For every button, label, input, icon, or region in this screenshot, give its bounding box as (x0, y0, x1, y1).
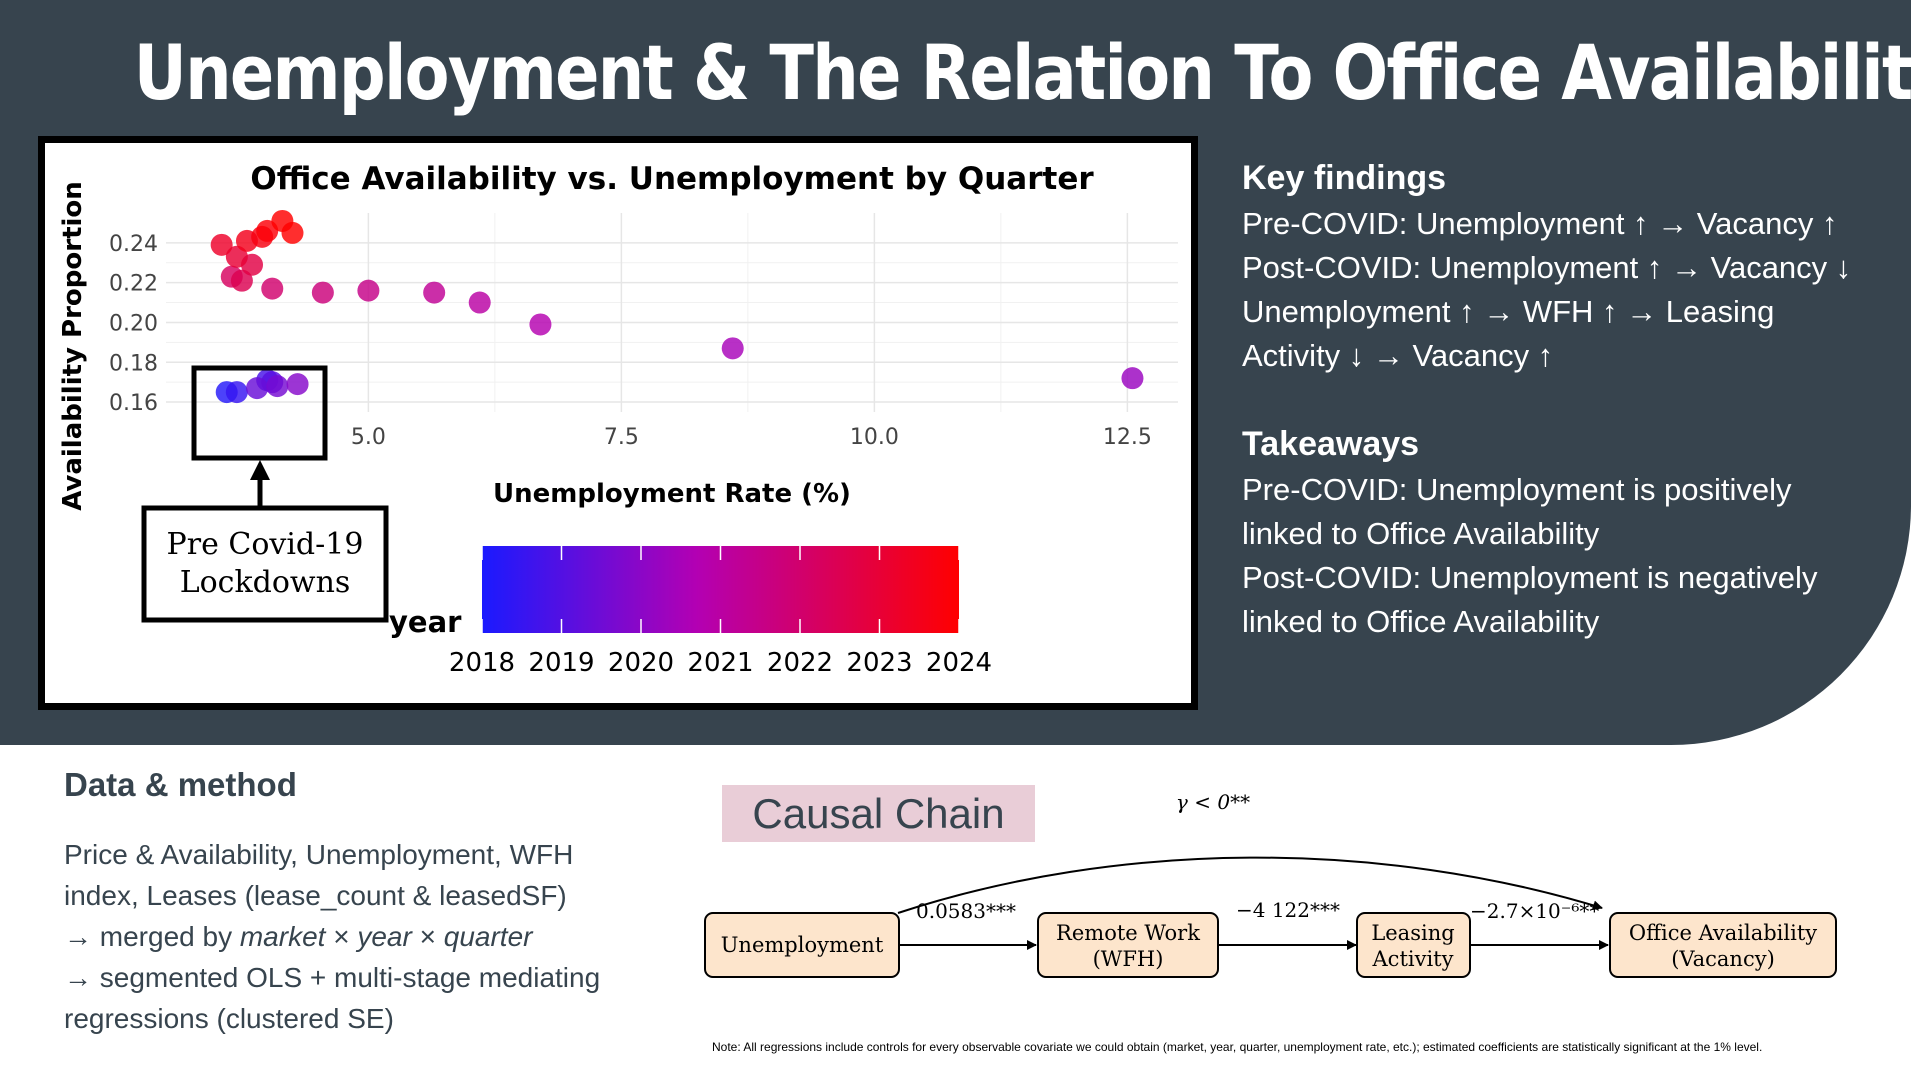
colorbar-label: 2021 (687, 648, 753, 678)
node-leasing-label-1: Leasing (1371, 921, 1454, 945)
data-point (423, 281, 446, 304)
colorbar-label: 2019 (528, 648, 594, 678)
coef-unemployment-wfh: 0.0583*** (916, 899, 1016, 923)
finding-line: Activity ↓ → Vacancy ↑ (1242, 338, 1554, 373)
data-point (225, 245, 248, 268)
node-office-label-1: Office Availability (1629, 921, 1817, 945)
annotation-arrow-head (250, 460, 270, 480)
data-point (357, 279, 380, 302)
method-panel: Data & method Price & Availability, Unem… (64, 766, 664, 1039)
data-point (721, 337, 744, 360)
annotation-line-1: Pre Covid-19 (167, 527, 364, 562)
method-heading: Data & method (64, 766, 297, 803)
scatter-chart: 0.16 0.18 0.20 0.22 0.24 5.0 7.5 10.0 12.5 Offi… (58, 161, 1178, 678)
data-point (261, 277, 284, 300)
direct-effect-arrow (897, 856, 1603, 914)
y-tick-labels: 0.16 0.18 0.20 0.22 0.24 (109, 232, 158, 416)
node-unemployment (704, 912, 900, 978)
y-tick-label: 0.22 (109, 272, 158, 297)
node-office-label-2: (Vacancy) (1671, 947, 1775, 971)
node-unemployment-label: Unemployment (721, 933, 884, 957)
data-point (286, 373, 309, 396)
causal-chain-diagram: γ < 0** 0.0583*** −4 122*** −2.7×10⁻⁶** … (704, 790, 1837, 978)
node-wfh-label-1: Remote Work (1056, 921, 1200, 945)
x-tick-label: 10.0 (850, 425, 899, 450)
coef-leasing-office: −2.7×10⁻⁶** (1470, 899, 1599, 923)
annotation-box (141, 505, 389, 623)
footnote: Note: All regressions include controls f… (712, 1040, 1763, 1054)
node-office-availability (1609, 912, 1837, 978)
colorbar-ticks (481, 546, 960, 633)
coef-wfh-leasing: −4 122*** (1236, 898, 1340, 922)
chart-title: Office Availability vs. Unemployment by … (250, 161, 1094, 197)
highlight-box (191, 365, 328, 461)
colorbar (482, 546, 959, 633)
colorbar-label: 2022 (767, 648, 833, 678)
data-point (225, 381, 248, 404)
node-leasing-label-2: Activity (1372, 947, 1454, 971)
colorbar-label: 2024 (926, 648, 992, 678)
x-tick-label: 7.5 (604, 425, 639, 450)
plot-panel (166, 213, 1178, 412)
merge-key-quarter: quarter (443, 921, 533, 952)
finding-line: Post-COVID: Unemployment ↑ → Vacancy ↓ (1242, 250, 1852, 285)
chart-frame: 0.16 0.18 0.20 0.22 0.24 5.0 7.5 10.0 12.5 Offi… (38, 136, 1198, 710)
takeaway-line: Post-COVID: Unemployment is negatively (1242, 560, 1818, 595)
data-point (210, 233, 233, 256)
node-wfh (1037, 912, 1219, 978)
node-wfh-label-2: (WFH) (1093, 947, 1164, 971)
method-line: → merged by market × year × quarter (64, 921, 533, 952)
y-tick-label: 0.20 (109, 311, 158, 336)
merge-key-market: market (239, 921, 326, 952)
data-point (230, 269, 253, 292)
x-axis-label: Unemployment Rate (%) (493, 479, 851, 509)
data-point (271, 209, 294, 232)
x-tick-label: 5.0 (351, 425, 386, 450)
takeaways-heading: Takeaways (1242, 425, 1420, 463)
findings-heading: Key findings (1242, 159, 1447, 197)
y-tick-label: 0.24 (109, 232, 158, 257)
colorbar-labels: 2018 2019 2020 2021 2022 2023 2024 (449, 648, 992, 678)
data-points (210, 209, 1144, 404)
colorbar-title: year (389, 605, 462, 639)
x-tick-labels: 5.0 7.5 10.0 12.5 (351, 425, 1152, 450)
takeaway-line: linked to Office Availability (1242, 516, 1600, 551)
y-tick-label: 0.18 (109, 351, 158, 376)
method-line: Price & Availability, Unemployment, WFH (64, 839, 574, 870)
merge-key-year: year (357, 921, 412, 952)
data-point (246, 377, 269, 400)
data-point (529, 313, 552, 336)
colorbar-label: 2023 (846, 648, 912, 678)
slide-title: Unemployment & The Relation To Office Av… (133, 28, 1911, 117)
method-line: regressions (clustered SE) (64, 1003, 394, 1034)
node-leasing (1356, 912, 1471, 978)
method-line: → segmented OLS + multi-stage mediating (64, 962, 601, 993)
colorbar-label: 2020 (608, 648, 674, 678)
finding-line: Pre-COVID: Unemployment ↑ → Vacancy ↑ (1242, 206, 1838, 241)
gamma-label: γ < 0** (1176, 790, 1250, 814)
y-tick-label: 0.16 (109, 391, 158, 416)
data-point (1121, 367, 1144, 390)
method-line: index, Leases (lease_count & leasedSF) (64, 880, 567, 911)
y-axis-label: Availability Proportion (58, 181, 88, 511)
findings-panel: Key findings Pre-COVID: Unemployment ↑ →… (1242, 156, 1892, 644)
data-point (266, 375, 289, 398)
takeaway-line: Pre-COVID: Unemployment is positively (1242, 472, 1792, 507)
finding-line: Unemployment ↑ → WFH ↑ → Leasing (1242, 294, 1775, 329)
x-tick-label: 12.5 (1103, 425, 1152, 450)
data-point (468, 291, 491, 314)
data-point (311, 281, 334, 304)
colorbar-label: 2018 (449, 648, 515, 678)
annotation-line-2: Lockdowns (180, 565, 351, 600)
takeaway-line: linked to Office Availability (1242, 604, 1600, 639)
causal-chain-label: Causal Chain (722, 785, 1035, 842)
